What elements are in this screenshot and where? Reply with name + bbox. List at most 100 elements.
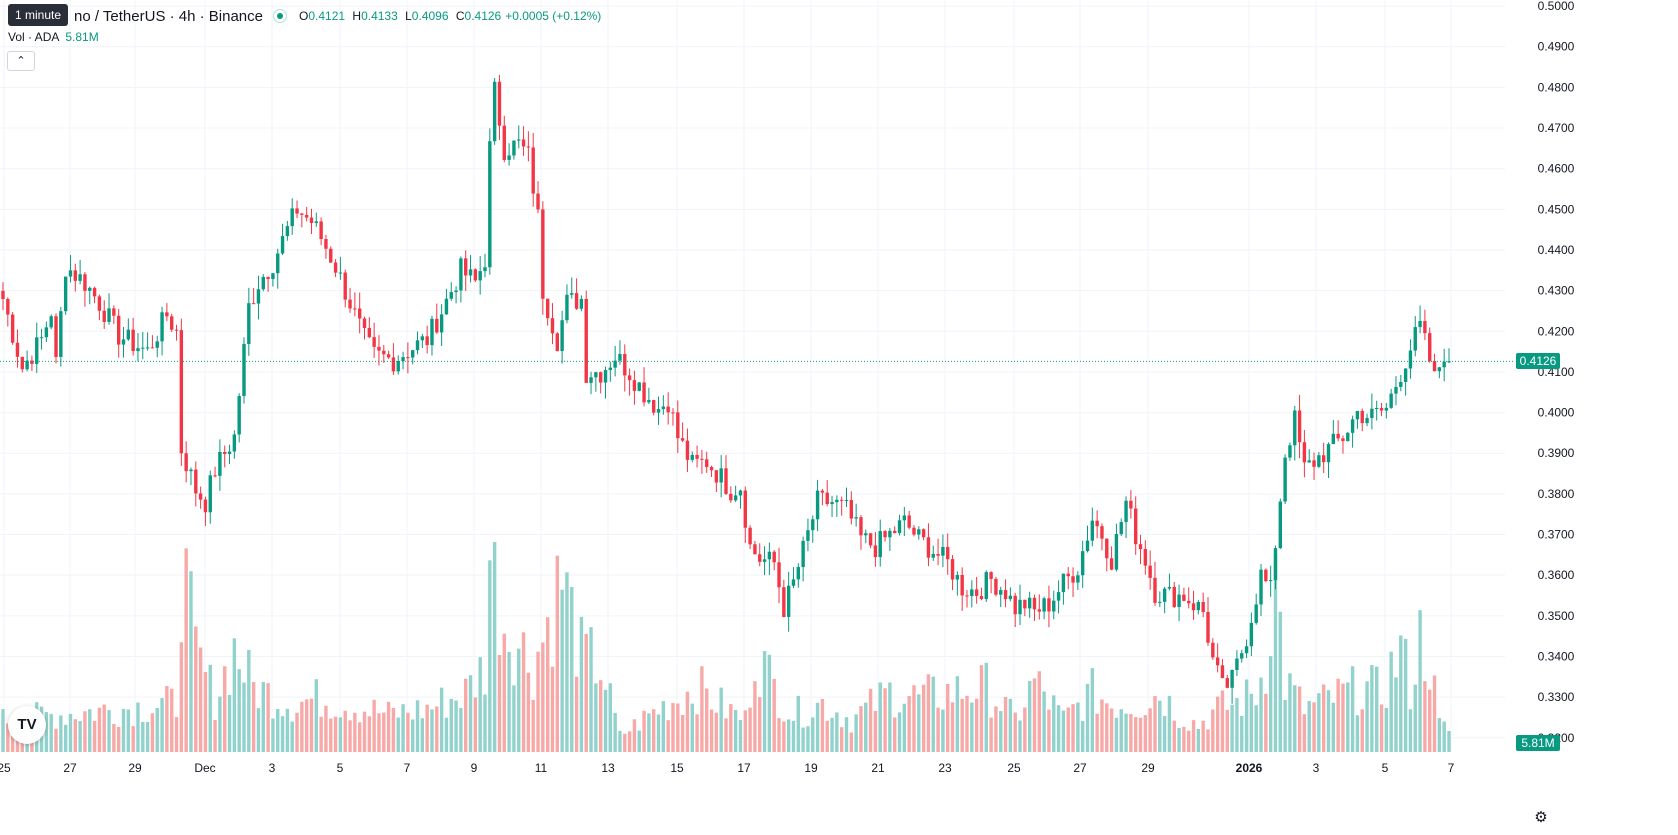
candle-body: [743, 490, 747, 528]
candle-body: [39, 337, 44, 339]
candle-body: [1206, 611, 1210, 643]
candle-body: [878, 531, 882, 558]
tradingview-logo[interactable]: TV: [8, 706, 46, 744]
candle-body: [1071, 576, 1075, 583]
volume-bar: [1056, 705, 1061, 752]
candle-body: [854, 517, 858, 519]
volume-bar: [88, 709, 92, 752]
candle-body: [1032, 597, 1037, 610]
candle-body: [507, 155, 511, 160]
volume-bar: [560, 589, 564, 752]
volume-bar: [762, 651, 767, 752]
volume-bar: [1317, 693, 1321, 752]
collapse-legend-button[interactable]: ⌃: [7, 51, 35, 71]
candle-body: [194, 469, 198, 494]
price-tick-label: 0.3500: [1538, 609, 1575, 623]
candle-body: [174, 329, 179, 331]
volume-bar: [406, 712, 410, 752]
volume-bar: [1336, 678, 1340, 752]
candle-body: [979, 595, 984, 600]
volume-bar: [179, 642, 184, 752]
price-axis[interactable]: 0.5000 0.4900 0.4800 0.4700 0.4600 0.4500 0.44…: [1538, 0, 1575, 745]
candle-body: [425, 336, 429, 346]
candle-body: [729, 493, 733, 501]
candle-body: [116, 315, 121, 345]
candle-body: [1095, 520, 1099, 527]
volume-bar: [1375, 666, 1379, 752]
candle-body: [362, 318, 367, 328]
candle-body: [1302, 442, 1307, 463]
volume-bar: [1273, 553, 1278, 752]
volume-bar: [285, 708, 290, 752]
volume-bar: [1211, 709, 1215, 752]
volume-bar: [579, 616, 584, 752]
volume-bar: [1027, 680, 1032, 752]
candle-body: [338, 272, 343, 274]
volume-bar: [382, 712, 386, 752]
volume-bar: [203, 672, 208, 752]
volume-bar: [748, 707, 752, 752]
candle-body: [1394, 386, 1398, 394]
candle-body: [1370, 408, 1374, 418]
candle-body: [179, 330, 184, 454]
candle-body: [1264, 569, 1268, 582]
volume-bar: [507, 652, 511, 752]
candle-body: [488, 141, 492, 268]
volume-bar: [184, 548, 188, 752]
candle-body: [1408, 350, 1413, 369]
candle-body: [1023, 599, 1027, 609]
candle-body: [748, 527, 752, 545]
volume-bar: [584, 633, 588, 752]
volume-bar: [1350, 666, 1355, 752]
candle-body: [1336, 433, 1340, 439]
time-axis[interactable]: 25 27 29 Dec 3 5 7 9 11 13 15 17 19 21 23 25 27 29 2026 3 5 7: [0, 761, 1455, 775]
candle-body: [300, 213, 304, 215]
volume-bar: [1215, 696, 1220, 752]
settings-icon[interactable]: ⚙: [1534, 809, 1548, 826]
market-status-icon[interactable]: [273, 9, 287, 23]
volume-bar: [333, 716, 338, 752]
candle-body: [1375, 408, 1379, 410]
candle-body: [319, 221, 323, 239]
volume-bar: [690, 703, 694, 752]
candle-body: [59, 311, 63, 357]
candle-body: [483, 267, 487, 272]
volume-bar: [444, 717, 449, 752]
volume-bar: [1129, 713, 1133, 752]
candle-body: [444, 298, 449, 315]
price-tick-label: 0.4500: [1538, 202, 1575, 216]
last-volume-label: 5.81M: [1516, 735, 1560, 751]
candle-body: [198, 493, 203, 500]
volume-bar: [116, 727, 121, 752]
volume-bar: [227, 694, 232, 752]
candle-body: [126, 329, 131, 340]
volume-bar: [791, 720, 796, 752]
volume-bar: [63, 724, 68, 752]
volume-bar: [733, 710, 738, 752]
candle-body: [637, 382, 641, 391]
volume-bar: [377, 713, 381, 752]
candle-body: [44, 327, 49, 338]
volume-bar: [251, 682, 256, 752]
candle-body: [1148, 565, 1152, 578]
volume-label: Vol · ADA: [8, 30, 60, 44]
volume-bar: [618, 730, 622, 752]
volume-bar: [1259, 677, 1263, 752]
volume-bar: [897, 712, 902, 752]
candle-body: [661, 406, 666, 410]
candle-body: [974, 589, 979, 596]
candle-body: [329, 248, 333, 263]
volume-bar: [902, 703, 907, 752]
volume-bar: [1225, 709, 1229, 752]
time-tick-label: 21: [871, 761, 885, 775]
candle-body: [965, 595, 969, 597]
candle-body: [247, 303, 251, 344]
candle-body: [1273, 548, 1278, 581]
candle-body: [150, 347, 155, 349]
price-tick-label: 0.5000: [1538, 0, 1575, 13]
symbol-title[interactable]: no / TetherUS · 4h · Binance: [74, 7, 263, 25]
candle-body: [1018, 599, 1022, 615]
candle-body: [685, 440, 690, 460]
candle-body: [435, 318, 439, 333]
